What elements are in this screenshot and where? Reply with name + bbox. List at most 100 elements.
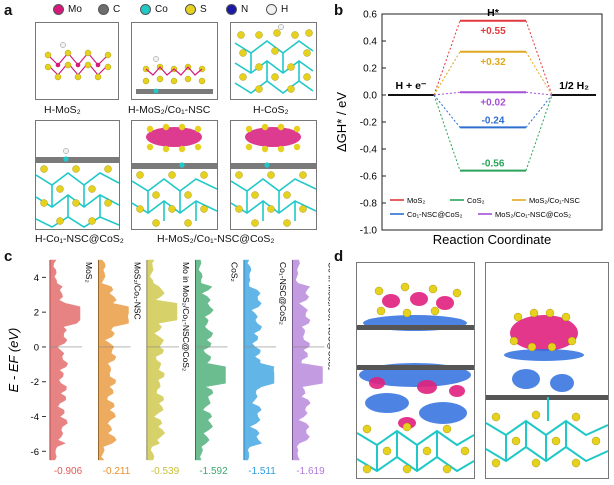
pdos-chart: E - EF (eV) 4 2 0 -2 -4 -6 MoS₂ -0.906 MoS₂/Co₁-N… xyxy=(6,259,331,477)
pdos-y-tick-label: -4 xyxy=(31,412,39,423)
y-tick-label: 0.0 xyxy=(363,91,377,102)
legend-label: Co₁-NSC@CoS₂ xyxy=(407,210,463,219)
y-axis-label: ΔGH* / eV xyxy=(334,92,349,152)
series-connector-right xyxy=(525,94,553,128)
panel-label-d: d xyxy=(334,248,344,265)
d-band-center-label: -1.619 xyxy=(296,466,325,477)
y-tick-label: -1.0 xyxy=(360,226,378,237)
mo-atom-icon xyxy=(53,4,64,15)
h-atom-icon xyxy=(266,4,277,15)
charge-density-right-image xyxy=(486,308,608,468)
x-axis-label: Reaction Coordinate xyxy=(433,232,552,247)
legend-co-label: Co xyxy=(155,4,168,15)
pdos-series-name: MoS₂/Co₁-NSC xyxy=(133,262,143,320)
series-connector-left xyxy=(433,94,461,128)
series-connector-right xyxy=(525,20,553,96)
mos2-on-carbon-image xyxy=(136,56,213,94)
legend-label: MoS₂/Co₁-NSC xyxy=(529,196,580,205)
pdos-area-2 xyxy=(146,259,178,461)
series-connector-left xyxy=(433,20,461,96)
pdos-area-1 xyxy=(98,259,129,461)
pdos-series-name: Co in MoS₂/Co₁-NSC@CoS₂ xyxy=(327,262,331,370)
co-atom-icon xyxy=(140,4,151,15)
legend-label: MoS₂ xyxy=(407,196,425,205)
legend-mo: Mo xyxy=(53,4,82,15)
c-atom-icon xyxy=(98,4,109,15)
mos2-co1-nsc-cos2-image-a xyxy=(132,123,217,227)
state-label-final: 1/2 H₂ xyxy=(559,80,589,92)
d-band-center-label: -1.592 xyxy=(199,466,228,477)
label-h-mos2: H-MoS₂ xyxy=(44,104,81,116)
series-connector-right xyxy=(525,94,553,171)
structure-h-co1-nsc-cos2 xyxy=(35,120,120,230)
y-tick-label: -0.8 xyxy=(360,199,378,210)
charge-density-left-image xyxy=(357,282,474,474)
y-tick-label: -0.4 xyxy=(360,145,378,156)
charge-density-left xyxy=(356,262,475,479)
free-energy-chart: 0.6 0.4 0.2 0.0 -0.2 -0.4 -0.6 -0.8 -1.0 ΔGH* / e… xyxy=(334,7,603,247)
mos2-layer-image xyxy=(44,42,112,81)
value-label-4: +0.02 xyxy=(480,97,506,108)
pdos-area-3 xyxy=(195,259,226,461)
legend-n: N xyxy=(226,4,248,15)
legend-label: MoS₂/Co₁-NSC@CoS₂ xyxy=(495,210,571,219)
pdos-y-tick-label: 2 xyxy=(34,308,39,319)
structure-h-mos2-co1-nsc-cos2-b xyxy=(230,120,317,230)
charge-density-right xyxy=(485,262,609,479)
y-tick-label: 0.4 xyxy=(363,37,377,48)
pdos-series-name: MoS₂ xyxy=(84,262,94,283)
structure-h-mos2-co1-nsc-cos2-a xyxy=(131,120,218,230)
legend-c-label: C xyxy=(113,4,121,15)
y-tick-label: 0.2 xyxy=(363,64,377,75)
series-connector-right xyxy=(525,91,553,96)
series-connector-right xyxy=(525,51,553,96)
d-band-center-label: -1.511 xyxy=(248,466,276,477)
cos2-slab-image xyxy=(231,23,316,99)
y-tick-label: 0.6 xyxy=(363,10,377,21)
pdos-series-name: Mo in MoS₂/Co₁-NSC@CoS₂ xyxy=(181,262,191,371)
structure-h-mos2 xyxy=(35,22,119,100)
pdos-y-tick-label: 4 xyxy=(34,273,39,284)
y-tick-label: -0.6 xyxy=(360,172,378,183)
pdos-y-tick-label: 0 xyxy=(34,342,39,353)
pdos-area-5 xyxy=(292,259,323,461)
n-atom-icon xyxy=(226,4,237,15)
structure-h-mos2-co1-nsc xyxy=(131,22,218,100)
legend-label: CoS₂ xyxy=(467,196,485,205)
label-h-cos2: H-CoS₂ xyxy=(253,104,289,116)
s-atom-icon xyxy=(185,4,196,15)
pdos-area-0 xyxy=(49,259,81,461)
pdos-series-name: Co₁-NSC@CoS₂ xyxy=(278,262,288,325)
legend-h: H xyxy=(266,4,288,15)
pdos-y-tick-label: -6 xyxy=(31,447,39,458)
value-label-1: -0.56 xyxy=(482,159,505,170)
state-label-h-star: H* xyxy=(487,7,500,19)
legend-co: Co xyxy=(140,4,168,15)
legend-mo-label: Mo xyxy=(68,4,82,15)
legend-s: S xyxy=(185,4,207,15)
d-band-center-label: -0.539 xyxy=(151,466,180,477)
value-label-3: -0.24 xyxy=(482,115,505,126)
pdos-y-axis-label: E - EF (eV) xyxy=(6,328,21,393)
co1-nsc-on-cos2-image xyxy=(36,148,119,228)
label-h-mos2-co1-nsc-cos2: H-MoS₂/Co₁-NSC@CoS₂ xyxy=(157,233,275,245)
panel-label-b: b xyxy=(334,2,344,19)
series-connector-left xyxy=(433,91,461,96)
series-connector-left xyxy=(433,94,461,171)
value-label-2: +0.32 xyxy=(480,57,506,68)
pdos-y-tick-label: -2 xyxy=(31,377,39,388)
legend-s-label: S xyxy=(200,4,207,15)
state-label-initial: H + e⁻ xyxy=(396,80,427,92)
pdos-series-name: CoS₂ xyxy=(230,262,240,282)
d-band-center-label: -0.906 xyxy=(54,466,83,477)
legend-h-label: H xyxy=(281,4,289,15)
label-h-mos2-co1-nsc: H-MoS₂/Co₁-NSC xyxy=(128,104,211,116)
y-tick-label: -0.2 xyxy=(360,118,378,129)
legend-n-label: N xyxy=(241,4,249,15)
mos2-co1-nsc-cos2-image-b xyxy=(231,123,316,227)
series-connector-left xyxy=(433,51,461,96)
d-band-center-label: -0.211 xyxy=(103,466,131,477)
pdos-area-4 xyxy=(243,259,275,461)
legend-c: C xyxy=(98,4,120,15)
